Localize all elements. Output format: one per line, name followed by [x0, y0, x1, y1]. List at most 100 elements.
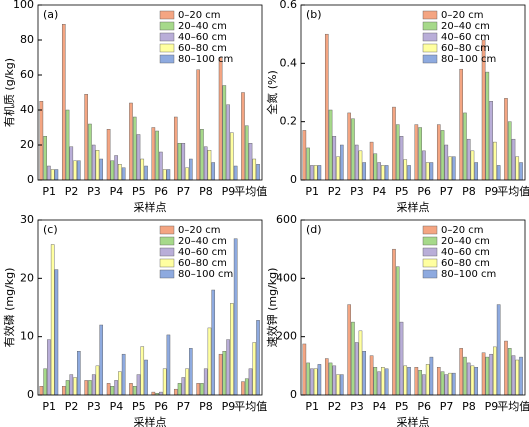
bar [91, 144, 96, 181]
bar [351, 321, 355, 396]
y-tick-label: 60 [20, 68, 34, 81]
bar [177, 383, 182, 396]
bar [129, 102, 133, 181]
bar [118, 164, 122, 181]
bar [347, 112, 351, 181]
y-tick-label: 0 [27, 173, 34, 186]
bar [504, 98, 508, 181]
x-tick-label: P5 [395, 400, 409, 413]
y-axis-label: 有效磷 (mg/kg) [2, 268, 16, 348]
bar [226, 339, 230, 396]
bar [444, 374, 449, 396]
legend-swatch [422, 43, 438, 53]
x-tick-label: 平均值 [497, 400, 529, 413]
bar [106, 383, 111, 396]
bar [233, 165, 238, 181]
bar [132, 386, 137, 396]
bar [241, 381, 245, 396]
legend-label: 60–80 cm [441, 43, 490, 54]
bar [493, 346, 497, 396]
bar [200, 383, 204, 396]
bar [47, 339, 51, 396]
legend-swatch [159, 269, 175, 279]
bar [88, 123, 92, 181]
bar [448, 372, 452, 396]
plot-frame [300, 4, 526, 181]
bar [73, 160, 77, 181]
x-tick-label: P3 [350, 400, 364, 413]
x-tick-label: P5 [132, 400, 146, 413]
bar [181, 143, 186, 181]
legend-swatch [422, 247, 438, 257]
y-tick-label: 0.4 [280, 56, 298, 69]
bar [244, 378, 249, 396]
y-tick-label: 400 [276, 271, 297, 284]
legend-swatch [159, 54, 175, 64]
bar [162, 169, 167, 181]
bar [373, 153, 378, 181]
bar [429, 162, 434, 181]
bar [50, 169, 55, 181]
bar [106, 129, 111, 181]
x-tick-label: P8 [462, 185, 476, 198]
bar [43, 136, 47, 181]
bar [43, 368, 47, 396]
bar [496, 304, 501, 396]
legend-swatch [159, 258, 175, 268]
bar [99, 324, 104, 396]
y-tick-label: 600 [276, 213, 297, 226]
bar [140, 158, 145, 181]
bar [507, 121, 512, 181]
bar [448, 156, 452, 181]
legend-label: 80–100 cm [441, 269, 496, 280]
bar [470, 150, 475, 181]
bar [91, 374, 96, 396]
bar [354, 144, 359, 181]
x-tick-label: P6 [154, 400, 168, 413]
x-tick-label: P7 [440, 400, 454, 413]
bar [77, 351, 81, 396]
bar [440, 130, 445, 181]
bar [519, 356, 523, 396]
x-tick-label: P7 [177, 185, 191, 198]
bar [399, 321, 404, 396]
legend-swatch [422, 236, 438, 246]
bar [310, 368, 314, 396]
bar [144, 359, 148, 396]
bar [422, 374, 426, 396]
bar [511, 355, 516, 396]
y-tick-label: 0.6 [280, 0, 298, 11]
bar [207, 150, 212, 181]
bar [403, 159, 408, 181]
x-tick-label: P6 [154, 185, 168, 198]
bar [226, 104, 230, 181]
legend-swatch [422, 269, 438, 279]
bar [496, 165, 501, 181]
bar [140, 346, 145, 396]
bar [129, 383, 133, 396]
bar [332, 136, 337, 181]
x-tick-label: P9 [222, 400, 236, 413]
bar [218, 57, 223, 181]
bar [185, 368, 189, 396]
bar [336, 156, 340, 181]
x-tick-label: P8 [199, 400, 213, 413]
bar [211, 289, 216, 396]
bar [466, 138, 471, 181]
y-tick-label: 20 [20, 138, 34, 151]
bar [203, 146, 208, 181]
y-tick-label: 40 [20, 103, 34, 116]
plot-frame [300, 219, 526, 396]
legend-swatch [159, 32, 175, 42]
bar [159, 391, 163, 396]
bar [381, 165, 385, 181]
bar [362, 351, 367, 396]
x-tick-label: P4 [373, 400, 387, 413]
bar [377, 371, 381, 396]
bar [463, 112, 467, 181]
x-tick-label: P7 [177, 400, 191, 413]
y-axis-label: 有机质 (g/kg) [2, 58, 16, 127]
legend-swatch [422, 10, 438, 20]
bar [69, 374, 74, 396]
bar [189, 348, 193, 396]
